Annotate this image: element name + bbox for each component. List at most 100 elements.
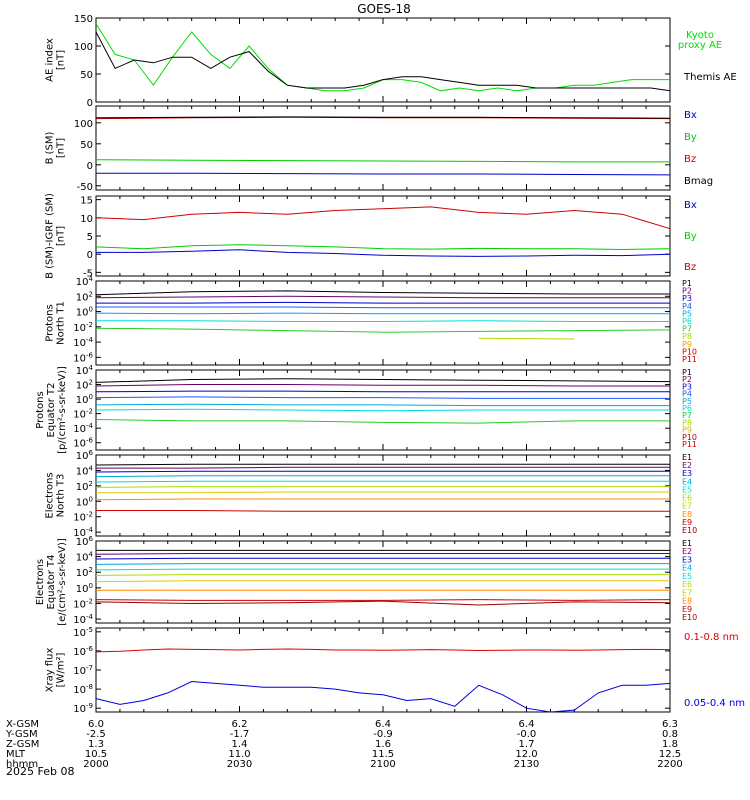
ephemeris-value: -2.5: [86, 729, 106, 740]
legend-label: Kyoto: [686, 30, 714, 41]
y-tick-label: 102: [76, 566, 93, 579]
legend-label: P8: [682, 418, 692, 427]
series-line-0-05-0-4-nm: [95, 680, 671, 713]
legend-label: Bmag: [684, 176, 713, 187]
series-line-bz: [95, 206, 671, 230]
ephemeris-row-label: X-GSM: [6, 719, 39, 730]
legend-label: E7: [682, 588, 692, 597]
y-axis-label: AE index: [45, 38, 56, 82]
ephemeris-value: 1.3: [88, 739, 104, 750]
series-line-p1: [95, 378, 671, 383]
series-line-e1: [95, 463, 670, 466]
series-line-p5: [95, 403, 670, 407]
y-tick-label: 50: [80, 140, 93, 151]
y-tick-label: -5: [83, 268, 93, 279]
legend-label: P1: [682, 368, 692, 377]
legend-label: E8: [682, 510, 692, 519]
y-tick-label: 10-6: [73, 437, 93, 450]
ephemeris-value: -1.7: [230, 729, 250, 740]
legend-label: Bx: [684, 200, 697, 211]
y-tick-label: 104: [76, 364, 94, 377]
legend-label: E4: [682, 477, 692, 486]
series-line-e6: [95, 486, 670, 488]
series-line-e7: [96, 491, 670, 494]
y-axis-label: Protons: [35, 391, 46, 428]
ephemeris-value: 6.4: [375, 719, 391, 730]
y-tick-label: -50: [77, 182, 93, 193]
y-tick-label: 100: [76, 393, 93, 406]
legend-label: 0.1-0.8 nm: [684, 632, 739, 643]
series-line-p3: [96, 301, 670, 304]
series-line-0-1-0-8-nm: [95, 648, 671, 653]
legend-label: E1: [682, 539, 692, 548]
y-tick-label: 10-2: [73, 408, 93, 421]
series-line-p8: [478, 337, 575, 340]
y-tick-label: 150: [74, 14, 93, 25]
legend-label: E3: [682, 555, 692, 564]
y-tick-label: 100: [76, 306, 93, 319]
figure-title: GOES-18: [357, 2, 411, 16]
y-axis-label: Equator T4: [46, 555, 57, 610]
y-axis-label: Xray flux: [45, 648, 56, 693]
legend-label: By: [684, 231, 697, 242]
series-line-bmag: [95, 116, 671, 119]
y-tick-label: 50: [80, 70, 93, 81]
series-line-e10: [95, 600, 671, 606]
legend-label: P11: [682, 355, 697, 364]
ephemeris-value: 1.8: [662, 739, 678, 750]
ephemeris-value: 12.0: [515, 749, 537, 760]
y-tick-label: 106: [76, 535, 94, 548]
series-line-p6: [95, 408, 670, 412]
legend-label: P10: [682, 347, 697, 356]
ephemeris-value: 1.6: [375, 739, 391, 750]
ephemeris-value: 2000: [83, 759, 108, 770]
y-axis-label: Electrons: [45, 472, 56, 518]
ephemeris-value: -0.0: [517, 729, 537, 740]
legend-label: E1: [682, 453, 692, 462]
y-tick-label: 10-6: [73, 351, 93, 364]
series-line-e3: [95, 470, 670, 473]
y-axis-label: North T3: [56, 474, 67, 518]
ephemeris-value: -0.9: [373, 729, 393, 740]
legend-label: P2: [682, 375, 692, 384]
ephemeris-value: 1.4: [232, 739, 248, 750]
ephemeris-row-label: hhmm: [6, 759, 38, 770]
y-tick-label: 104: [76, 551, 94, 564]
legend-label: E9: [682, 605, 692, 614]
ephemeris-value: 10.5: [85, 749, 107, 760]
panel-bsm: -50 0 50 100 B (SM) [nT] Bx By Bz Bmag: [45, 105, 713, 193]
y-tick-label: 100: [76, 582, 93, 595]
y-tick-label: 102: [76, 480, 93, 493]
y-tick-label: 102: [76, 290, 93, 303]
y-axis-label: [e/(cm²-s-sr-keV)]: [57, 538, 68, 626]
series-line-by: [95, 244, 671, 251]
legend-label: proxy AE: [678, 40, 722, 51]
series-line-p3: [95, 390, 670, 393]
legend-label: E9: [682, 518, 692, 527]
legend-label: 0.05-0.4 nm: [684, 698, 745, 709]
series-line-themis-ae: [95, 31, 671, 92]
y-tick-label: 10-7: [73, 664, 93, 677]
legend-label: E8: [682, 597, 692, 606]
y-tick-label: 10-4: [73, 613, 93, 626]
series-line-e9: [96, 510, 670, 512]
series-line-p6: [96, 320, 670, 322]
y-tick-label: 102: [76, 379, 93, 392]
legend-label: P9: [682, 426, 692, 435]
ephemeris-value: 6.4: [519, 719, 535, 730]
series-line-by: [95, 159, 670, 163]
panel-bigrf: -5 0 5 10 15 B (SM)-IGRF (SM) [nT] Bx By Bz: [45, 193, 697, 279]
y-tick-label: 15: [80, 196, 93, 207]
legend-label: P3: [682, 294, 692, 303]
legend-label: E6: [682, 494, 692, 503]
legend-label: P4: [682, 302, 692, 311]
panel-frame: [95, 195, 671, 277]
y-axis-label: Protons: [45, 304, 56, 341]
series-line-e8: [95, 498, 670, 501]
legend-label: E2: [682, 547, 692, 556]
legend-label: Bz: [684, 262, 696, 273]
series-line-e4: [95, 563, 670, 565]
y-tick-label: 10-2: [73, 511, 93, 524]
ephemeris-value: 0.8: [662, 729, 678, 740]
